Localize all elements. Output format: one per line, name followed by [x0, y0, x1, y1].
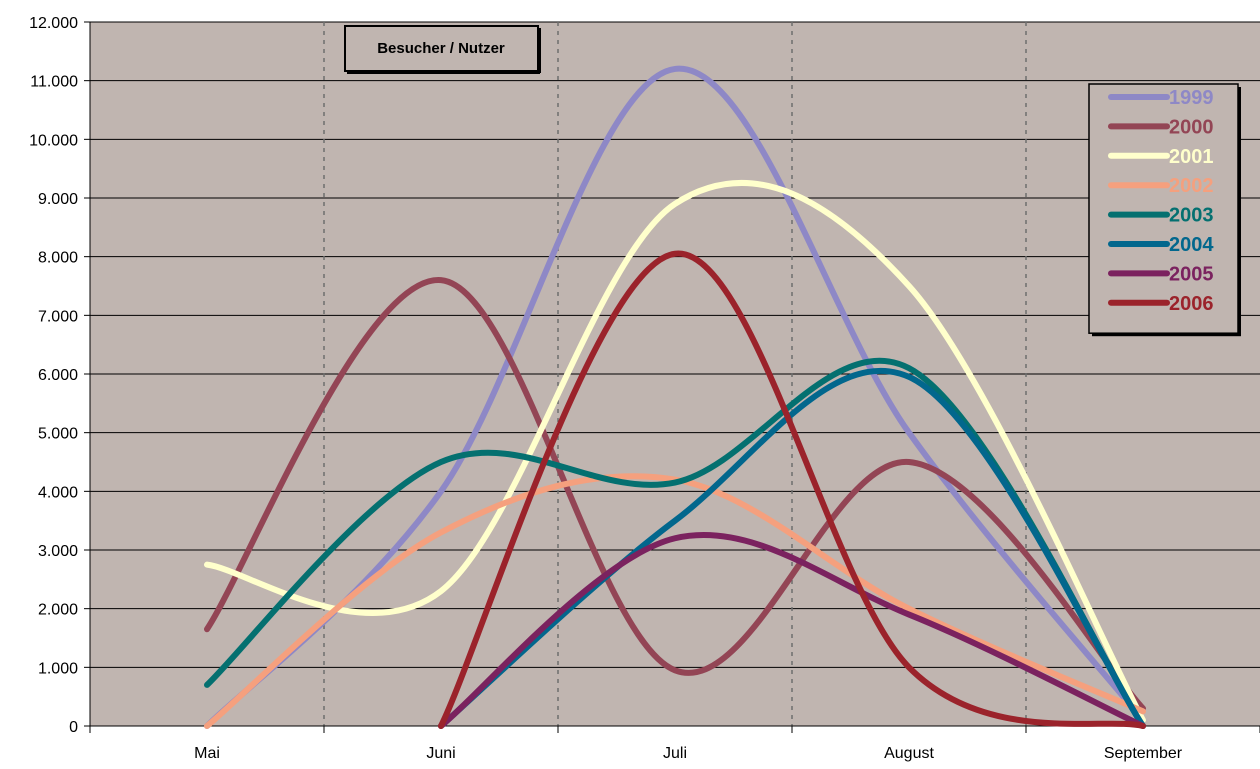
- legend-label-2000: 2000: [1169, 116, 1214, 138]
- legend-label-2003: 2003: [1169, 205, 1214, 227]
- x-tick-label: Mai: [194, 745, 220, 762]
- x-tick-label: August: [884, 745, 934, 762]
- y-tick-label: 10.000: [29, 132, 78, 149]
- x-axis-tick-labels: Mai Juni Juli August September: [89, 726, 1260, 762]
- y-tick-label: 2.000: [38, 602, 78, 619]
- legend-label-2004: 2004: [1169, 234, 1214, 256]
- series-line-2001: [204, 179, 1146, 724]
- series-line-2000: [204, 277, 1146, 712]
- y-axis-tick-labels: 0 1.000 2.000 3.000 4.000 5.000 6.000 7.000 8.00…: [29, 15, 90, 736]
- legend: 1999 2000 2001 2002 2003 2004 2005 2006: [1088, 83, 1241, 337]
- legend-label-2002: 2002: [1169, 175, 1214, 197]
- x-tick-label: Juni: [426, 745, 455, 762]
- chart-title-frame: [344, 25, 539, 72]
- x-tick-label: September: [1104, 745, 1183, 762]
- y-tick-label: 6.000: [38, 367, 78, 384]
- x-tick-label: Juli: [663, 745, 687, 762]
- y-tick-label: 1.000: [38, 660, 78, 677]
- chart-title-box: Besucher / Nutzer: [344, 25, 541, 74]
- y-tick-label: 7.000: [38, 308, 78, 325]
- legend-label-2006: 2006: [1169, 293, 1214, 315]
- legend-frame: [1088, 83, 1239, 334]
- y-tick-label: 4.000: [38, 484, 78, 501]
- y-tick-label: 9.000: [38, 191, 78, 208]
- horizontal-gridlines: [90, 21, 1260, 668]
- y-tick-label: 11.000: [30, 74, 78, 91]
- legend-label-1999: 1999: [1169, 87, 1214, 109]
- series-lines: [204, 65, 1146, 729]
- series-line-2006: [438, 250, 1146, 729]
- y-tick-label: 8.000: [38, 250, 78, 267]
- y-tick-label: 5.000: [38, 426, 78, 443]
- y-tick-label: 0: [69, 719, 78, 736]
- legend-label-2005: 2005: [1169, 263, 1214, 285]
- legend-label-2001: 2001: [1169, 146, 1214, 168]
- series-line-2004: [438, 367, 1146, 729]
- series-line-2005: [438, 531, 1146, 729]
- chart-title: Besucher / Nutzer: [377, 40, 505, 57]
- y-tick-label: 12.000: [29, 15, 78, 32]
- series-line-1999: [204, 65, 1146, 729]
- y-tick-label: 3.000: [38, 543, 78, 560]
